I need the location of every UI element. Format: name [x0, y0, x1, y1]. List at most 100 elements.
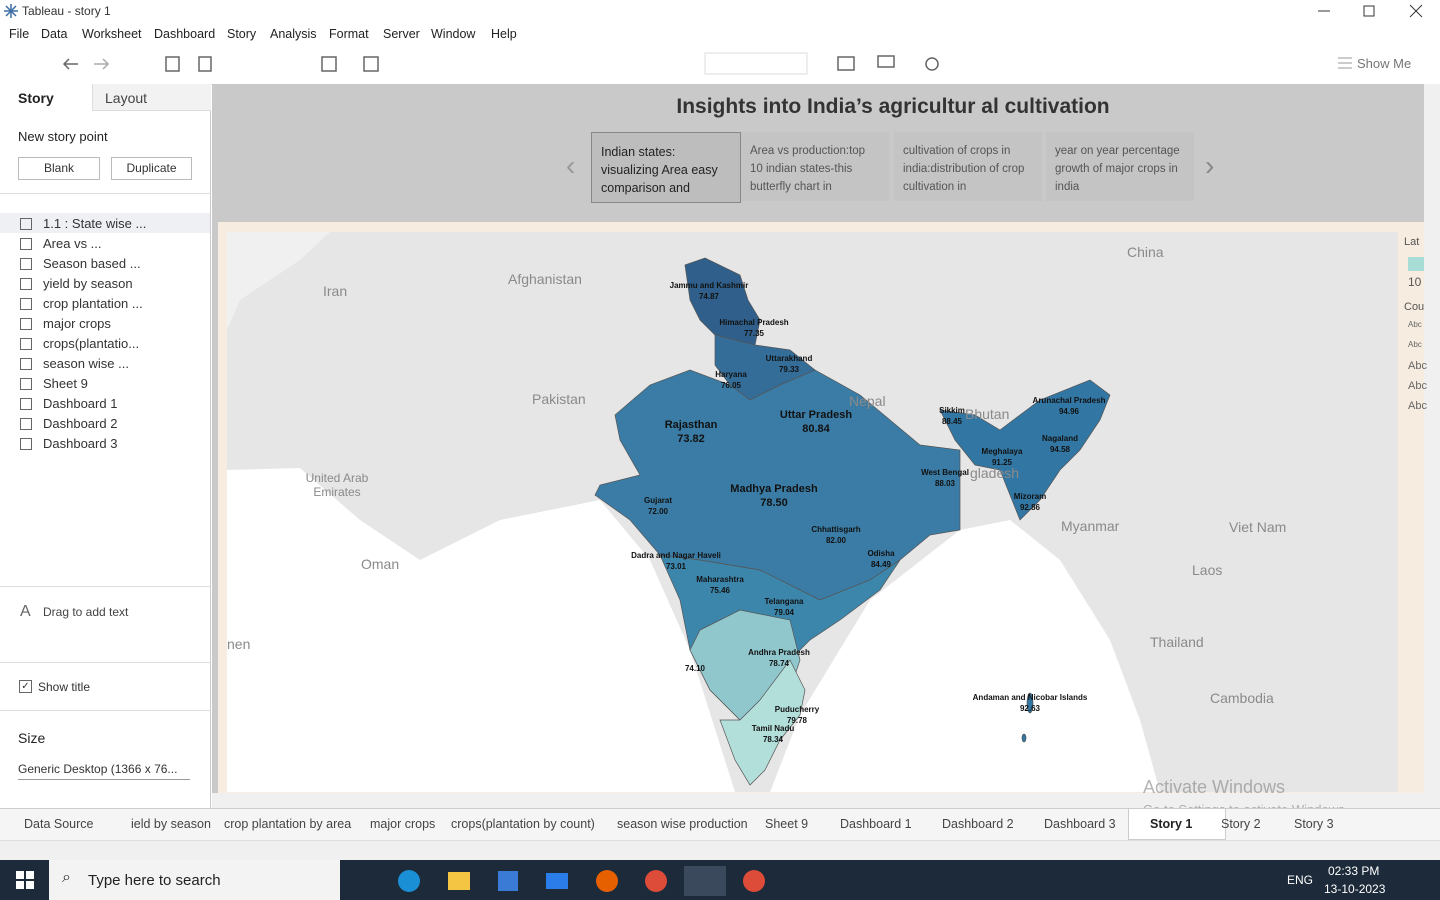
sheet-item[interactable]: Dashboard 2 — [43, 416, 118, 431]
sheet-tab[interactable]: Story 3 — [1294, 817, 1334, 831]
sheet-item[interactable]: Dashboard 3 — [43, 436, 118, 451]
blank-button[interactable]: Blank — [18, 157, 100, 180]
sheet-tab[interactable]: Story 2 — [1221, 817, 1261, 831]
menu-item[interactable]: Worksheet — [82, 27, 142, 41]
sheet-tab[interactable]: Dashboard 1 — [840, 817, 912, 831]
sheet-item[interactable]: 1.1 : State wise ... — [43, 216, 147, 231]
menu-item[interactable]: Data — [41, 27, 68, 41]
sheet-item[interactable]: yield by season — [43, 276, 133, 291]
state-value[interactable]: 92.63 — [1019, 704, 1041, 713]
state-value[interactable]: 82.00 — [825, 536, 847, 545]
menu-item[interactable]: File — [9, 27, 30, 41]
sheet-tab[interactable]: Dashboard 3 — [1044, 817, 1116, 831]
sheet-tab[interactable]: ield by season — [131, 817, 211, 831]
show-me-button[interactable]: Show Me — [1357, 56, 1412, 71]
state-value[interactable]: 78.34 — [762, 735, 784, 744]
sheet-tab[interactable]: Story 1 — [1150, 817, 1193, 831]
language[interactable]: ENG — [1287, 873, 1314, 887]
state-value[interactable]: 73.82 — [677, 433, 705, 445]
state-value[interactable]: 74.10 — [684, 664, 706, 673]
state-name[interactable]: Sikkim — [939, 406, 965, 415]
state-value[interactable]: 78.50 — [760, 497, 788, 509]
state-value[interactable]: 79.33 — [778, 365, 800, 374]
menu-item[interactable]: Format — [329, 27, 369, 41]
sheet-item[interactable]: crop plantation ... — [43, 296, 143, 311]
state-name[interactable]: Arunachal Pradesh — [1032, 396, 1106, 405]
state-name[interactable]: Andhra Pradesh — [748, 648, 810, 657]
drag-text[interactable]: Drag to add text — [43, 605, 129, 619]
clock-date[interactable]: 13-10-2023 — [1324, 882, 1386, 896]
state-value[interactable]: 88.03 — [934, 479, 956, 488]
sheet-item[interactable]: crops(plantatio... — [43, 336, 140, 351]
state-name[interactable]: Nagaland — [1041, 434, 1079, 443]
sheet-tab[interactable]: crop plantation by area — [224, 817, 352, 831]
menu-item[interactable]: Story — [227, 27, 257, 41]
duplicate-button[interactable]: Duplicate — [111, 157, 192, 180]
size-dropdown[interactable]: Generic Desktop (1366 x 76... — [18, 762, 190, 780]
vertical-scrollbar[interactable] — [1424, 84, 1440, 793]
menu-item[interactable]: Server — [383, 27, 420, 41]
state-value[interactable]: 78.74 — [768, 659, 790, 668]
state-name[interactable]: Tamil Nadu — [751, 724, 795, 733]
state-name[interactable]: Uttarakhand — [765, 354, 813, 363]
menu-item[interactable]: Dashboard — [154, 27, 216, 41]
state-name[interactable]: Odisha — [867, 549, 895, 558]
story-point[interactable]: year on year percentage growth of major … — [1046, 132, 1194, 201]
state-name[interactable]: Chhattisgarh — [811, 525, 861, 534]
state-name[interactable]: Haryana — [715, 370, 747, 379]
sheet-item[interactable]: Area vs ... — [43, 236, 102, 251]
state-name[interactable]: Mizoram — [1013, 492, 1047, 501]
search-box[interactable] — [49, 860, 340, 900]
sheet-item[interactable]: Season based ... — [43, 256, 141, 271]
story-tab[interactable]: Story — [18, 90, 54, 106]
prev-arrow[interactable]: ‹ — [566, 150, 576, 181]
sheet-tab[interactable]: season wise production — [617, 817, 748, 831]
state-value[interactable]: 94.96 — [1058, 407, 1080, 416]
sheet-item[interactable]: Sheet 9 — [43, 376, 88, 391]
state-value[interactable]: 77.35 — [743, 329, 765, 338]
sheet-tab[interactable]: Sheet 9 — [765, 817, 809, 831]
state-name[interactable]: Gujarat — [643, 496, 673, 505]
sheet-tab[interactable]: Data Source — [24, 817, 94, 831]
state-value[interactable]: 76.05 — [720, 381, 742, 390]
layout-tab[interactable]: Layout — [105, 90, 148, 106]
start-button[interactable] — [16, 871, 34, 889]
story-point[interactable]: Indian states: visualizing Area easy com… — [591, 132, 741, 203]
sheet-tab[interactable]: crops(plantation by count) — [451, 817, 595, 831]
state-value[interactable]: 79.78 — [786, 716, 808, 725]
state-value[interactable]: 72.00 — [647, 507, 669, 516]
sheet-item[interactable]: Dashboard 1 — [43, 396, 118, 411]
state-value[interactable]: 73.01 — [665, 562, 687, 571]
state-value[interactable]: 92.86 — [1019, 503, 1041, 512]
horizontal-scrollbar[interactable] — [212, 793, 1440, 808]
state-name[interactable]: Puducherry — [774, 705, 820, 714]
menu-item[interactable]: Analysis — [270, 27, 317, 41]
state-value[interactable]: 94.58 — [1049, 445, 1071, 454]
sheet-item[interactable]: major crops — [43, 316, 111, 331]
state-name[interactable]: Meghalaya — [981, 447, 1023, 456]
state-value[interactable]: 88.45 — [941, 417, 963, 426]
state-value[interactable]: 80.84 — [802, 423, 830, 435]
menu-item[interactable]: Window — [431, 27, 476, 41]
sheet-item[interactable]: season wise ... — [43, 356, 129, 371]
sheet-tab[interactable]: Dashboard 2 — [942, 817, 1014, 831]
story-point[interactable]: Area vs production:top 10 indian states-… — [741, 132, 889, 201]
state-name[interactable]: Andaman and Nicobar Islands — [972, 693, 1088, 702]
state-name[interactable]: Jammu and Kashmir — [669, 281, 749, 290]
taskbar-apps[interactable] — [350, 866, 780, 896]
state-value[interactable]: 74.87 — [698, 292, 720, 301]
state-value[interactable]: 75.46 — [709, 586, 731, 595]
state-value[interactable]: 91.25 — [991, 458, 1013, 467]
next-arrow[interactable]: › — [1205, 150, 1215, 181]
clock-time[interactable]: 02:33 PM — [1328, 864, 1380, 878]
state-name[interactable]: Himachal Pradesh — [719, 318, 789, 327]
show-title-checkbox[interactable]: ✓ — [19, 680, 32, 693]
state-name[interactable]: Rajasthan — [664, 419, 718, 431]
state-name[interactable]: Telangana — [764, 597, 804, 606]
sheet-tab[interactable]: major crops — [370, 817, 436, 831]
state-value[interactable]: 84.49 — [870, 560, 892, 569]
state-name[interactable]: Maharashtra — [696, 575, 744, 584]
menu-item[interactable]: Help — [491, 27, 517, 41]
story-point[interactable]: cultivation of crops in india:distributi… — [894, 132, 1042, 201]
state-name[interactable]: Dadra and Nagar Haveli — [631, 551, 721, 560]
